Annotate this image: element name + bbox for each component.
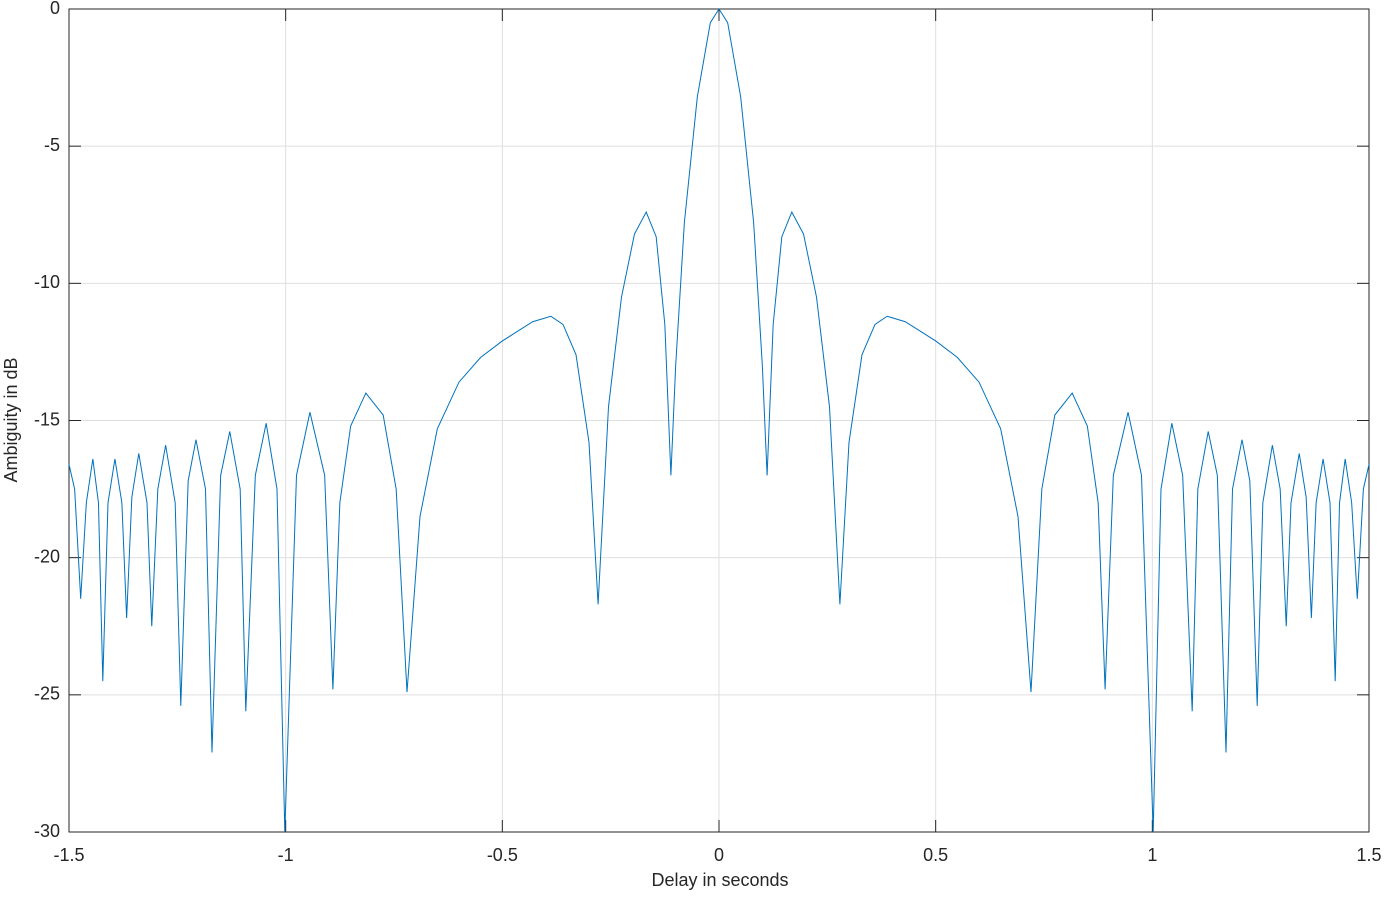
x-tick-label: 1 — [1147, 845, 1157, 865]
y-tick-label: -30 — [34, 821, 60, 841]
x-tick-label: 0.5 — [923, 845, 948, 865]
x-tick-label: -0.5 — [487, 845, 518, 865]
x-tick-label: -1.5 — [53, 845, 84, 865]
y-tick-label: -15 — [34, 409, 60, 429]
y-tick-label: -10 — [34, 272, 60, 292]
y-tick-label: -20 — [34, 546, 60, 566]
x-tick-label: -1 — [278, 845, 294, 865]
y-tick-label: 0 — [50, 0, 60, 18]
y-tick-label: -25 — [34, 684, 60, 704]
y-axis-label: Ambiguity in dB — [1, 357, 21, 482]
x-tick-label: 1.5 — [1356, 845, 1381, 865]
y-tick-label: -5 — [44, 135, 60, 155]
x-tick-label: 0 — [714, 845, 724, 865]
x-axis-label: Delay in seconds — [651, 870, 788, 890]
data-line — [68, 8, 1370, 833]
